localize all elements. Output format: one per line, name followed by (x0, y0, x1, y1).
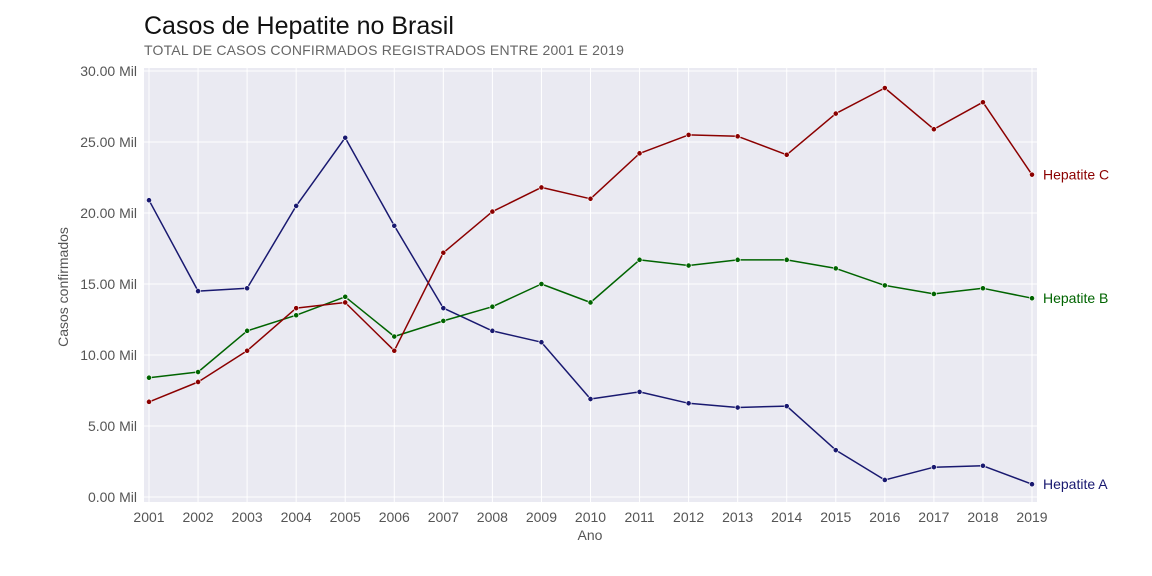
data-point-hepatite-a (244, 285, 251, 292)
data-point-hepatite-c (881, 85, 888, 91)
data-point-hepatite-a (930, 464, 937, 471)
data-point-hepatite-c (685, 131, 692, 138)
y-tick-label: 5.00 Mil (88, 418, 137, 434)
series-label-hepatite-a: Hepatite A (1043, 476, 1108, 492)
data-point-hepatite-b (195, 369, 201, 375)
y-tick-label: 15.00 Mil (80, 276, 137, 292)
x-tick-label: 2005 (330, 509, 361, 525)
data-point-hepatite-a (440, 305, 447, 312)
y-tick-label: 30.00 Mil (80, 63, 137, 79)
data-point-hepatite-b (1029, 295, 1035, 302)
x-tick-label: 2010 (575, 509, 606, 525)
data-point-hepatite-b (636, 256, 643, 263)
x-tick-label: 2016 (869, 509, 900, 525)
data-point-hepatite-c (734, 133, 741, 140)
data-point-hepatite-c (980, 99, 986, 106)
x-tick-label: 2002 (182, 509, 213, 525)
data-point-hepatite-b (391, 333, 398, 340)
data-point-hepatite-b (783, 256, 790, 263)
x-axis-ticks: 2001 2002 2003 2004 2005 2006 2007 2008 2009 2010… (133, 509, 1047, 525)
x-tick-label: 2009 (526, 509, 557, 525)
data-point-hepatite-a (195, 288, 201, 294)
data-point-hepatite-b (930, 291, 937, 297)
data-point-hepatite-c (293, 305, 300, 312)
x-tick-label: 2008 (477, 509, 508, 525)
data-point-hepatite-b (440, 318, 447, 324)
data-point-hepatite-c (832, 110, 839, 117)
data-point-hepatite-a (146, 197, 152, 204)
data-point-hepatite-c (391, 347, 398, 354)
series-label-hepatite-c: Hepatite C (1043, 167, 1109, 183)
y-tick-label: 25.00 Mil (80, 134, 137, 150)
data-point-hepatite-b (342, 293, 349, 300)
data-point-hepatite-a (587, 396, 594, 402)
data-point-hepatite-b (980, 285, 986, 292)
data-point-hepatite-a (293, 202, 300, 209)
data-point-hepatite-b (489, 303, 496, 310)
data-point-hepatite-c (587, 195, 594, 202)
y-axis-label: Casos confirmados (55, 227, 71, 347)
data-point-hepatite-c (342, 299, 349, 306)
data-point-hepatite-c (538, 184, 545, 191)
data-point-hepatite-c (440, 249, 447, 256)
data-point-hepatite-b (538, 281, 545, 287)
y-tick-label: 10.00 Mil (80, 347, 137, 363)
x-tick-label: 2015 (820, 509, 851, 525)
x-tick-label: 2011 (625, 509, 655, 525)
x-tick-label: 2004 (281, 509, 312, 525)
series-labels: Hepatite A Hepatite B Hepatite C (1043, 167, 1109, 493)
x-tick-label: 2003 (232, 509, 263, 525)
x-tick-label: 2012 (673, 509, 704, 525)
x-tick-label: 2013 (722, 509, 753, 525)
data-point-hepatite-b (685, 262, 692, 269)
chart-subtitle: TOTAL DE CASOS CONFIRMADOS REGISTRADOS E… (144, 42, 625, 58)
data-point-hepatite-b (587, 299, 594, 306)
data-point-hepatite-c (244, 347, 251, 354)
data-point-hepatite-a (391, 222, 398, 229)
data-point-hepatite-b (734, 256, 741, 263)
data-point-hepatite-b (244, 327, 251, 334)
data-point-hepatite-a (881, 477, 888, 483)
data-point-hepatite-a (489, 327, 496, 334)
data-point-hepatite-b (146, 374, 152, 381)
x-axis-label: Ano (578, 527, 603, 543)
x-tick-label: 2019 (1016, 509, 1047, 525)
data-point-hepatite-b (881, 282, 888, 289)
data-point-hepatite-b (293, 312, 300, 319)
x-tick-label: 2001 (133, 509, 164, 525)
y-tick-label: 0.00 Mil (88, 489, 137, 505)
data-point-hepatite-a (783, 403, 790, 410)
x-tick-label: 2018 (967, 509, 998, 525)
data-point-hepatite-a (1029, 481, 1035, 488)
data-point-hepatite-c (195, 379, 201, 385)
x-tick-label: 2017 (918, 509, 949, 525)
series-points (146, 85, 1035, 488)
data-point-hepatite-c (1029, 171, 1035, 178)
chart-title: Casos de Hepatite no Brasil (144, 12, 454, 40)
y-axis-ticks: 0.00 Mil 5.00 Mil 10.00 Mil 15.00 Mil 20.00 … (80, 63, 137, 505)
grid-lines (144, 68, 1037, 502)
x-tick-label: 2006 (379, 509, 410, 525)
data-point-hepatite-c (930, 126, 937, 133)
data-point-hepatite-a (685, 400, 692, 407)
data-point-hepatite-b (832, 265, 839, 272)
x-tick-label: 2007 (428, 509, 459, 525)
data-point-hepatite-a (734, 404, 741, 411)
data-point-hepatite-c (636, 150, 643, 157)
data-point-hepatite-a (832, 447, 839, 454)
series-label-hepatite-b: Hepatite B (1043, 290, 1108, 306)
data-point-hepatite-c (783, 151, 790, 158)
data-point-hepatite-c (489, 208, 496, 215)
data-point-hepatite-c (146, 398, 152, 405)
data-point-hepatite-a (636, 389, 643, 395)
data-point-hepatite-a (342, 134, 349, 141)
data-point-hepatite-a (980, 462, 986, 469)
data-point-hepatite-a (538, 339, 545, 346)
x-tick-label: 2014 (771, 509, 802, 525)
y-tick-label: 20.00 Mil (80, 205, 137, 221)
